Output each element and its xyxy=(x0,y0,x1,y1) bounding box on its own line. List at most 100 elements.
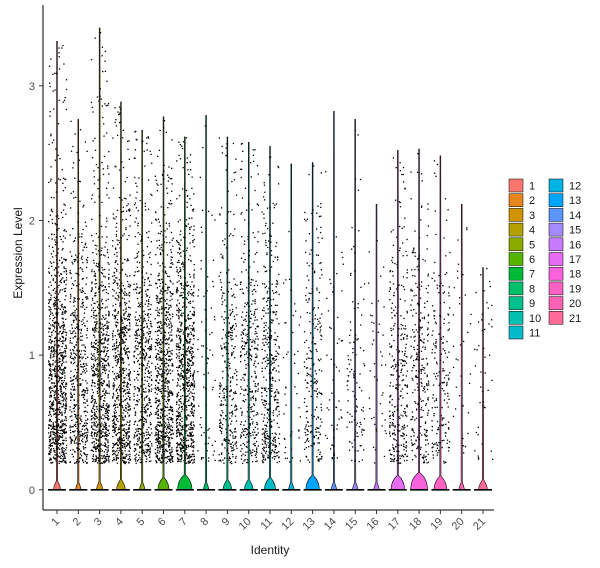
legend-swatch-11 xyxy=(508,325,524,340)
legend-label-12: 12 xyxy=(569,181,581,193)
legend-label-21: 21 xyxy=(569,313,581,325)
x-tick-label-14: 14 xyxy=(322,516,339,533)
violins-layer xyxy=(48,27,492,491)
legend-swatch-21 xyxy=(548,311,564,325)
points-1 xyxy=(48,45,68,464)
legend-swatch-19 xyxy=(548,281,564,296)
jitter-points-layer xyxy=(48,32,494,465)
legend-swatch-15 xyxy=(548,222,564,237)
points-20 xyxy=(452,227,472,454)
violin-17 xyxy=(390,150,405,491)
points-17 xyxy=(388,157,409,464)
y-axis-title: Expression Level xyxy=(11,207,25,298)
points-10 xyxy=(239,142,259,465)
points-18 xyxy=(410,153,430,464)
x-tick-label-7: 7 xyxy=(177,516,190,529)
x-tick-label-5: 5 xyxy=(135,516,148,529)
violin-8 xyxy=(202,115,210,491)
legend-label-13: 13 xyxy=(569,195,581,207)
x-tick-label-2: 2 xyxy=(71,516,84,529)
x-tick-label-8: 8 xyxy=(198,516,211,529)
legend-label-19: 19 xyxy=(569,283,581,295)
legend-label-20: 20 xyxy=(569,298,581,310)
legend-swatch-3 xyxy=(508,208,524,222)
legend-swatch-12 xyxy=(548,178,564,193)
legend-label-9: 9 xyxy=(529,298,535,310)
points-13 xyxy=(303,165,323,463)
violin-14 xyxy=(330,111,338,491)
violin-15 xyxy=(352,119,359,491)
legend-swatch-10 xyxy=(508,311,524,325)
legend-swatch-17 xyxy=(548,252,564,266)
y-tick-label-2: 2 xyxy=(29,215,35,227)
legend-swatch-8 xyxy=(508,281,524,296)
points-21 xyxy=(474,268,494,460)
x-tick-label-4: 4 xyxy=(113,516,126,529)
legend-label-14: 14 xyxy=(569,210,581,222)
x-axis-title: Identity xyxy=(251,543,290,557)
points-2 xyxy=(69,120,89,464)
legend-swatch-2 xyxy=(508,193,524,207)
x-tick-label-20: 20 xyxy=(450,516,467,533)
legend-label-11: 11 xyxy=(529,328,540,340)
x-tick-label-16: 16 xyxy=(364,516,381,533)
legend-swatch-4 xyxy=(508,222,524,237)
legend-swatch-16 xyxy=(548,237,564,252)
violin-7 xyxy=(177,136,193,491)
legend-label-18: 18 xyxy=(569,269,581,281)
x-tick-label-12: 12 xyxy=(279,516,296,533)
legend-label-4: 4 xyxy=(529,225,535,237)
legend-label-17: 17 xyxy=(569,254,581,266)
legend-label-10: 10 xyxy=(529,313,541,325)
legend-label-16: 16 xyxy=(569,239,581,251)
violin-16 xyxy=(373,204,380,491)
legend-swatch-18 xyxy=(548,266,564,281)
points-9 xyxy=(218,137,238,465)
legend-label-6: 6 xyxy=(529,254,535,266)
x-tick-label-6: 6 xyxy=(156,516,169,529)
violin-1 xyxy=(53,41,61,491)
points-15 xyxy=(346,129,366,463)
legend-label-5: 5 xyxy=(529,239,535,251)
legend-label-7: 7 xyxy=(529,269,535,281)
legend-swatch-5 xyxy=(508,237,524,252)
violin-5 xyxy=(139,129,146,491)
violin-20 xyxy=(458,204,465,491)
legend-swatch-14 xyxy=(548,208,564,222)
x-tick-label-19: 19 xyxy=(428,516,445,533)
legend-swatch-7 xyxy=(508,266,524,281)
violin-6 xyxy=(157,116,170,491)
violin-3 xyxy=(96,27,104,491)
x-tick-label-15: 15 xyxy=(343,516,360,533)
legend-label-3: 3 xyxy=(529,210,535,222)
violin-2 xyxy=(75,119,82,491)
violin-9 xyxy=(222,136,233,491)
y-tick-label-1: 1 xyxy=(29,350,35,362)
legend-label-1: 1 xyxy=(529,181,535,193)
legend-swatch-6 xyxy=(508,252,524,266)
violin-19 xyxy=(433,155,448,491)
legend-label-8: 8 xyxy=(529,283,535,295)
x-tick-label-18: 18 xyxy=(407,516,424,533)
legend-label-2: 2 xyxy=(529,195,535,207)
legend-label-15: 15 xyxy=(569,225,581,237)
x-tick-label-17: 17 xyxy=(386,516,403,533)
violin-4 xyxy=(116,101,126,491)
violin-11 xyxy=(264,146,276,491)
points-5 xyxy=(133,130,153,465)
points-4 xyxy=(111,106,132,465)
legend-swatch-13 xyxy=(548,193,564,207)
legend-swatch-20 xyxy=(548,296,564,310)
points-3 xyxy=(90,32,110,464)
x-tick-label-1: 1 xyxy=(49,516,62,529)
points-16 xyxy=(368,240,387,464)
points-11 xyxy=(261,156,281,464)
y-tick-label-3: 3 xyxy=(29,81,35,93)
points-12 xyxy=(282,230,302,463)
x-tick-label-11: 11 xyxy=(259,516,276,533)
points-14 xyxy=(324,171,344,460)
points-7 xyxy=(175,137,196,464)
violin-13 xyxy=(305,162,320,491)
